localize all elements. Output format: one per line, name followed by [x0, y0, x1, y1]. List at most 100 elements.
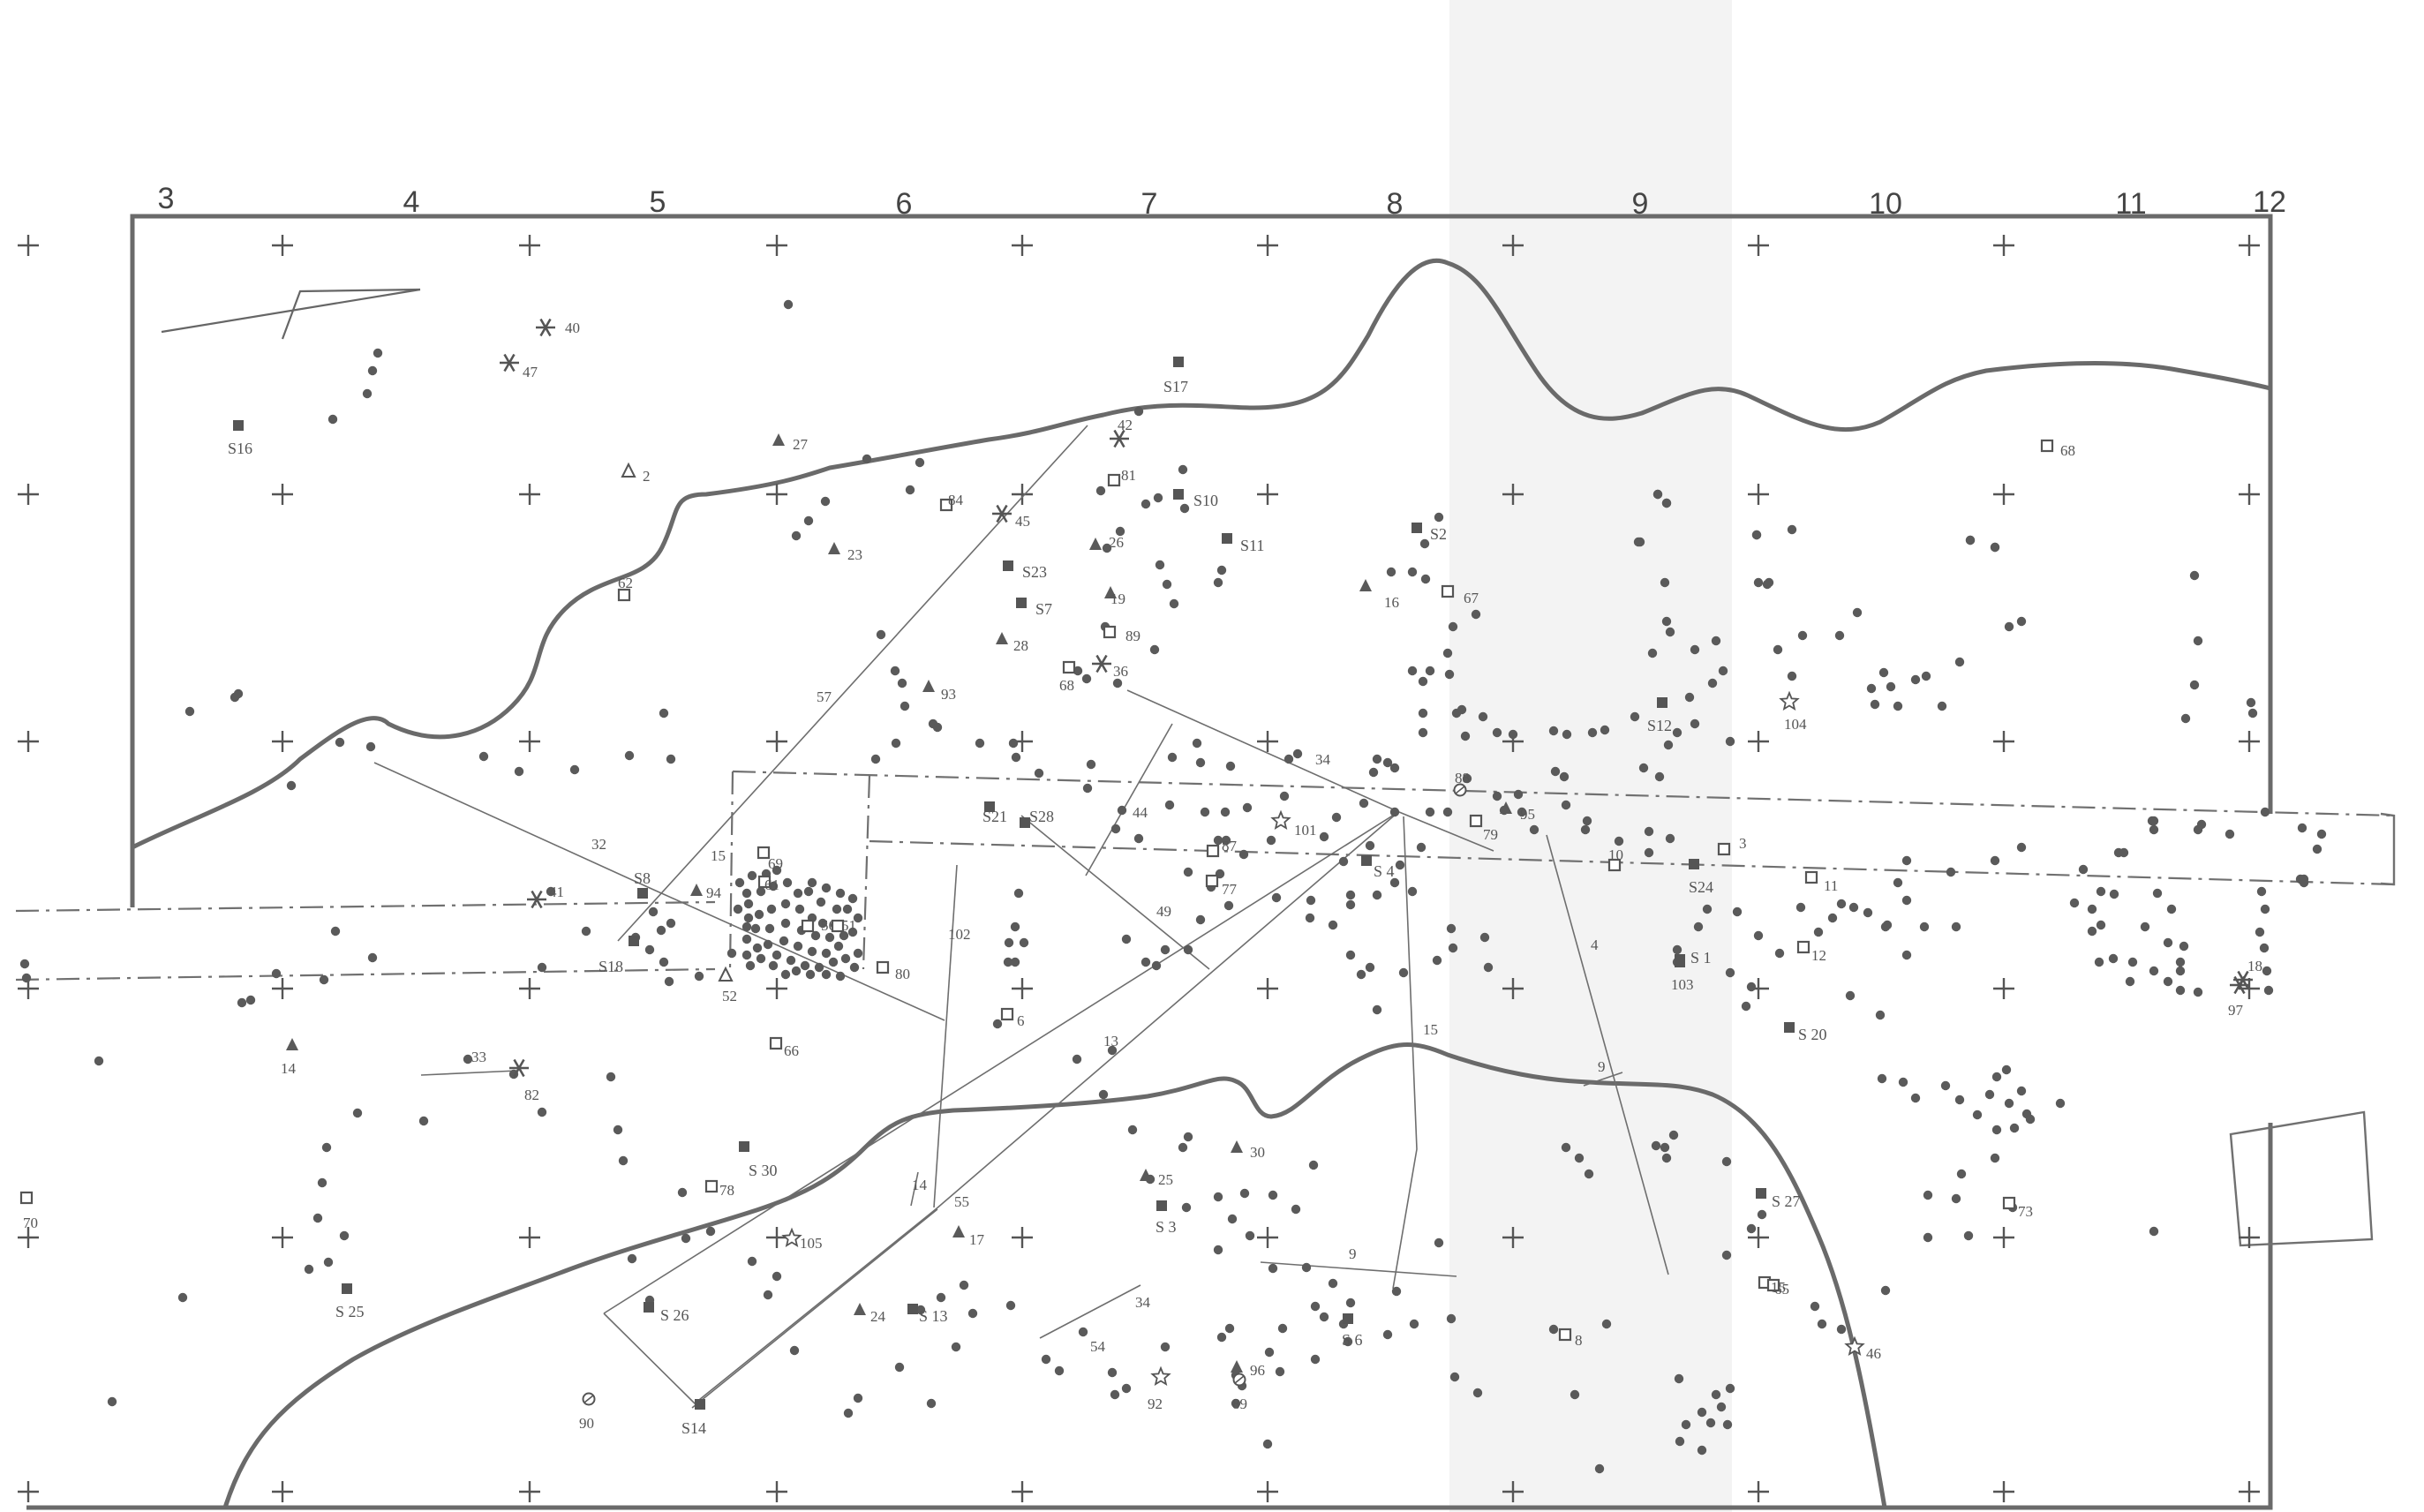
join-lines: [373, 425, 1669, 1409]
grid-cross: [18, 235, 39, 256]
find-dot: [1183, 1132, 1193, 1142]
find-dot: [2312, 844, 2322, 854]
find-dot: [816, 897, 826, 907]
find-dot: [1418, 708, 1428, 718]
feature-label: S 1: [1690, 949, 1712, 967]
find-dot: [1216, 1332, 1227, 1343]
find-dot: [1940, 1080, 1951, 1091]
find-dot: [849, 962, 860, 973]
grid-cross: [1257, 978, 1278, 999]
find-dot: [1529, 824, 1539, 835]
feature-label: 81: [1121, 467, 1136, 484]
find-dot: [2087, 904, 2097, 914]
find-dot: [2094, 957, 2104, 967]
find-dot: [19, 959, 30, 969]
find-dot: [1449, 1372, 1460, 1382]
feature-label: 24: [870, 1308, 886, 1325]
find-dot: [1160, 1342, 1171, 1352]
feature-label: S 30: [749, 1162, 778, 1179]
find-dot: [1409, 1319, 1419, 1329]
find-dot: [1654, 771, 1665, 782]
find-feature-star: 40: [536, 318, 580, 337]
find-dot: [853, 913, 863, 923]
find-dot: [791, 966, 802, 976]
find-dot: [745, 960, 756, 971]
site-boundary: [26, 214, 2273, 1510]
find-dot: [1264, 1347, 1275, 1358]
find-dot: [1562, 729, 1572, 740]
find-dot: [1718, 666, 1728, 676]
find-dot: [618, 1155, 629, 1166]
find-dot: [1721, 1250, 1732, 1260]
join-label: 33: [471, 1049, 486, 1065]
find-dot: [1365, 840, 1375, 851]
find-dot: [900, 701, 910, 711]
grid-cross: [272, 1481, 293, 1502]
find-dot: [1663, 740, 1674, 750]
find-dot: [1245, 1230, 1255, 1241]
find-dot: [1630, 711, 1640, 722]
find-dot: [418, 1116, 429, 1126]
find-dot: [1238, 849, 1249, 860]
find-dot: [2163, 937, 2173, 948]
find-dot: [1877, 1073, 1887, 1084]
trench-left-lower: [15, 967, 716, 982]
feature-label: 14: [281, 1060, 297, 1077]
grid-cross: [1502, 484, 1524, 505]
find-dot: [768, 960, 779, 971]
grid-cross: [1012, 235, 1033, 256]
find-dot: [94, 1056, 104, 1066]
find-dot: [1587, 727, 1598, 738]
find-dot: [1753, 930, 1764, 941]
find-dot: [1644, 847, 1654, 858]
find-feature-square: S17: [1163, 357, 1188, 395]
feature-label: S8: [634, 869, 651, 887]
find-dot: [1305, 913, 1315, 923]
find-dot: [1306, 895, 1316, 906]
join-label: 44: [1133, 804, 1148, 821]
find-feature-triangle: 96: [1231, 1360, 1265, 1379]
feature-label: 45: [1015, 513, 1030, 530]
find-dot: [1153, 493, 1163, 503]
find-dot: [2140, 921, 2150, 932]
find-dot: [1140, 499, 1151, 509]
join-line: [617, 425, 1088, 942]
grid-cross: [2239, 235, 2260, 256]
find-dot: [820, 496, 831, 507]
find-dot: [514, 766, 524, 777]
find-feature-open-square: 6: [1000, 1007, 1025, 1029]
find-dot: [1444, 669, 1455, 680]
find-dot: [2247, 708, 2258, 718]
find-dot: [733, 904, 743, 914]
find-dot: [742, 888, 752, 899]
find-feature-open-square: 3: [1717, 835, 1747, 856]
find-dot: [1242, 802, 1253, 813]
find-dot: [2004, 621, 2014, 632]
find-dot: [1956, 1169, 1967, 1179]
find-dot: [1389, 763, 1400, 773]
find-dot: [1164, 800, 1175, 810]
find-dot: [840, 953, 851, 964]
find-dot: [805, 969, 816, 980]
find-dot: [932, 722, 943, 733]
find-feature-square: S21: [982, 801, 1007, 825]
find-feature-triangle: 25: [1140, 1169, 1173, 1188]
grid-cross: [18, 1227, 39, 1248]
find-dot: [786, 955, 796, 966]
find-dot: [1751, 530, 1762, 540]
join-label: 9: [1349, 1245, 1357, 1262]
find-dot: [1923, 1190, 1933, 1200]
find-dot: [824, 932, 835, 943]
find-dot: [1513, 789, 1524, 800]
find-feature-open-circle: 89: [1232, 1373, 1247, 1412]
find-dot: [666, 918, 676, 929]
find-features: S16 S17 S10 S11 S23 S7 S2 S12 S21 S28 S 4 S24 S 1 S 2…: [19, 318, 2262, 1437]
feature-label: S17: [1163, 378, 1188, 395]
feature-label: S 4: [1374, 862, 1395, 880]
feature-label: S12: [1647, 717, 1672, 734]
trench-left-upper: [15, 900, 716, 913]
find-dot: [1442, 648, 1453, 658]
find-dot: [1013, 888, 1024, 899]
find-dot: [810, 930, 821, 941]
